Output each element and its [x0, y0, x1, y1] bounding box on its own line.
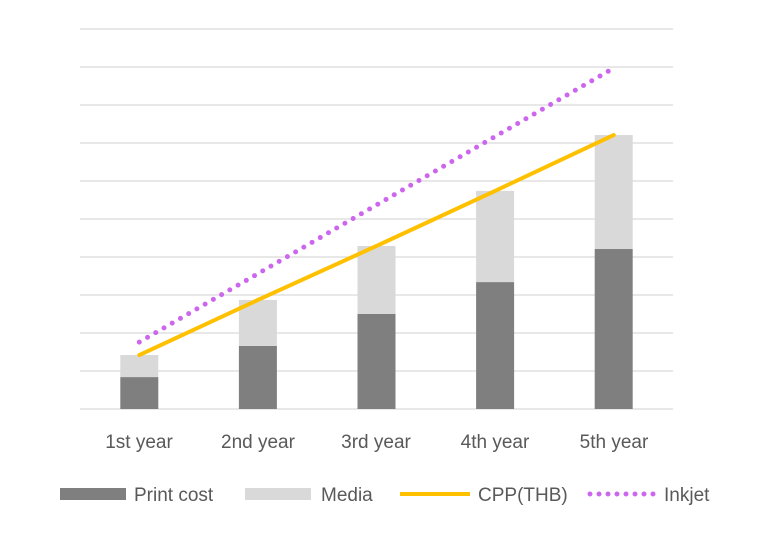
x-tick-label: 3rd year	[341, 432, 411, 453]
legend-label-cpp: CPP(THB)	[478, 485, 568, 506]
bar-print-cost	[357, 314, 396, 409]
bars	[120, 135, 633, 409]
bar-print-cost	[594, 249, 633, 409]
legend-label-media: Media	[321, 485, 373, 506]
legend: Print cost Media CPP(THB) Inkjet	[60, 485, 710, 506]
bar-media	[120, 355, 159, 378]
bar-print-cost	[120, 377, 159, 409]
bar-print-cost	[238, 345, 277, 409]
bar-media	[476, 190, 515, 283]
line-inkjet	[136, 65, 617, 345]
bar-print-cost	[476, 282, 515, 409]
x-axis-ticks: 1st year 2nd year 3rd year 4th year 5th …	[105, 432, 649, 453]
x-tick-label: 5th year	[580, 432, 649, 453]
x-tick-label: 1st year	[105, 432, 173, 453]
bar-media	[357, 245, 396, 314]
line-cpp-thb-	[137, 133, 616, 358]
x-tick-label: 2nd year	[221, 432, 296, 453]
legend-swatch-media	[245, 488, 311, 500]
legend-swatch-print-cost	[60, 488, 126, 500]
legend-label-inkjet: Inkjet	[664, 485, 710, 506]
legend-label-print-cost: Print cost	[134, 485, 214, 506]
x-tick-label: 4th year	[461, 432, 530, 453]
lines	[136, 65, 617, 358]
bar-media	[594, 135, 633, 250]
